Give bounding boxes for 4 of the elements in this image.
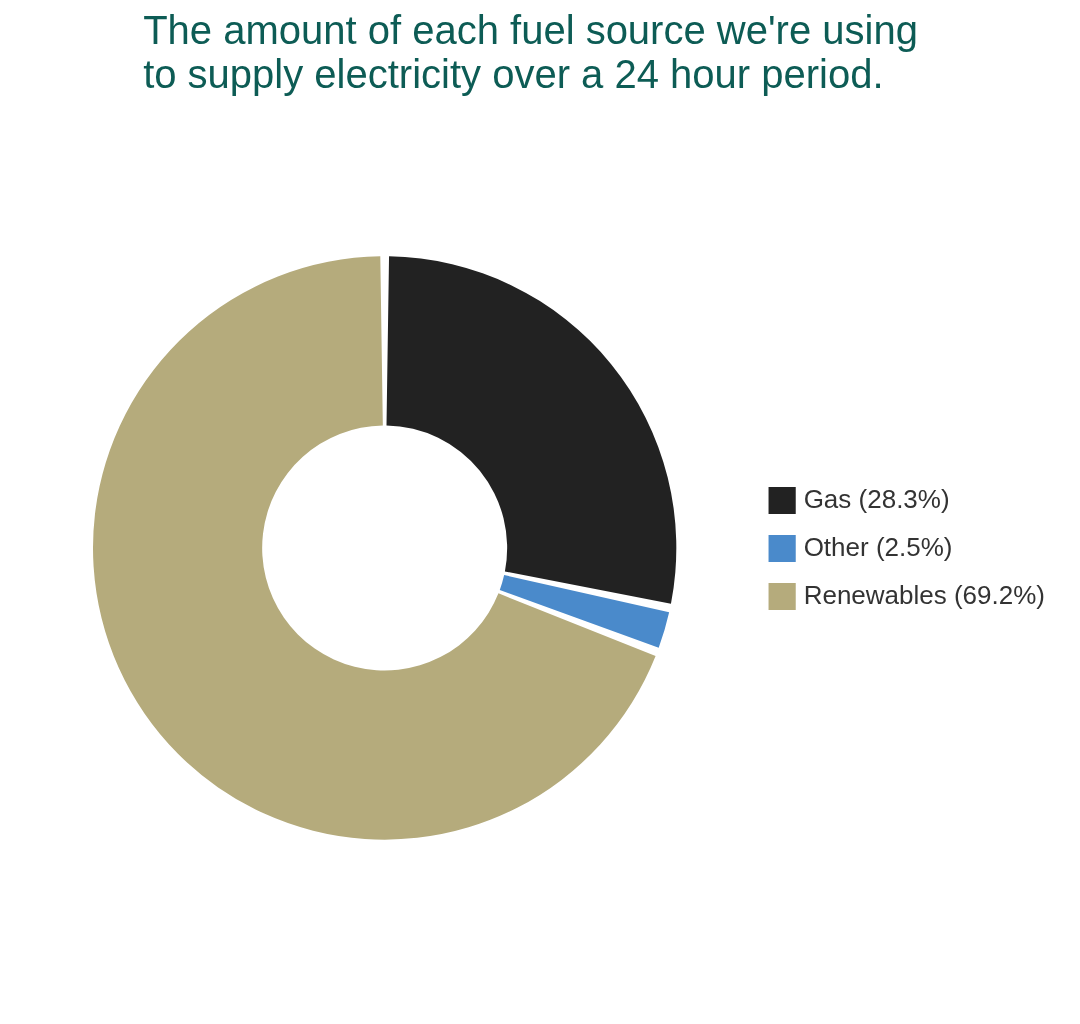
- legend-label: Other (2.5%): [803, 532, 953, 563]
- chart-title: The amount of each fuel source we're using to supply electricity over a 24 hour period.: [143, 7, 918, 96]
- legend-label: Gas (28.3%): [803, 484, 950, 515]
- legend-label: Renewables (69.2%): [803, 580, 1045, 611]
